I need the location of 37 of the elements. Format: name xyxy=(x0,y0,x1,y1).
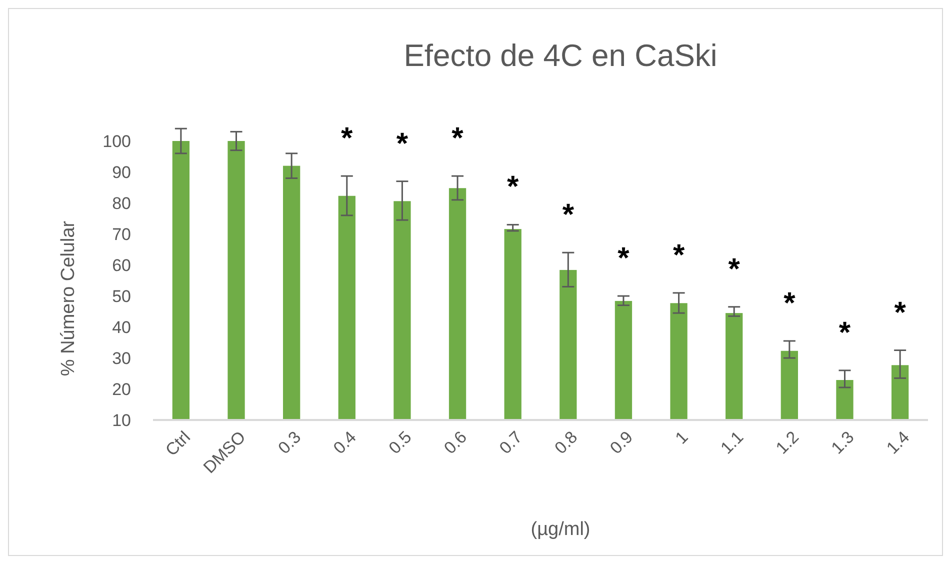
x-tick-label: 0.5 xyxy=(385,428,416,458)
x-axis-title: (µg/ml) xyxy=(530,519,590,540)
x-tick-label: 1.1 xyxy=(716,428,748,458)
y-tick-label: 50 xyxy=(112,286,131,306)
annotation: * xyxy=(838,316,851,350)
annotation: * xyxy=(672,238,685,272)
annotation: * xyxy=(728,252,740,286)
y-tick-label: 60 xyxy=(112,256,131,275)
x-tick-label: 0.7 xyxy=(496,428,526,458)
annotation: * xyxy=(618,242,630,275)
y-tick-label: 100 xyxy=(102,132,131,151)
x-tick-label: 1.3 xyxy=(828,428,858,458)
y-tick-label: 80 xyxy=(112,194,131,213)
x-tick-label: 0.4 xyxy=(330,428,360,458)
annotation: * xyxy=(784,286,796,320)
annotation: * xyxy=(396,127,408,160)
annotation: * xyxy=(894,296,906,330)
y-tick-label: 20 xyxy=(112,380,131,399)
y-tick-label: 90 xyxy=(112,162,131,182)
y-tick-label: 70 xyxy=(112,224,131,244)
x-tick-label: 0.8 xyxy=(551,428,582,458)
x-tick-label: 1.4 xyxy=(882,428,914,458)
annotation: * xyxy=(341,122,354,156)
y-axis-title: % Número Celular xyxy=(58,220,79,376)
x-tick-label: 1 xyxy=(672,428,692,448)
x-tick-label: 0.9 xyxy=(606,428,637,458)
x-tick-label: 0.3 xyxy=(274,428,305,458)
annotation: * xyxy=(452,122,464,156)
annotation: * xyxy=(562,198,574,232)
annotation: * xyxy=(506,170,519,204)
chart-title: Efecto de 4C en CaSki xyxy=(404,38,718,73)
x-tick-label: Ctrl xyxy=(162,428,194,460)
x-tick-label: 0.6 xyxy=(440,428,471,458)
y-tick-label: 40 xyxy=(112,318,131,337)
y-tick-label: 30 xyxy=(112,348,131,368)
x-tick-label: 1.2 xyxy=(772,428,802,458)
y-tick-label: 10 xyxy=(112,410,131,430)
